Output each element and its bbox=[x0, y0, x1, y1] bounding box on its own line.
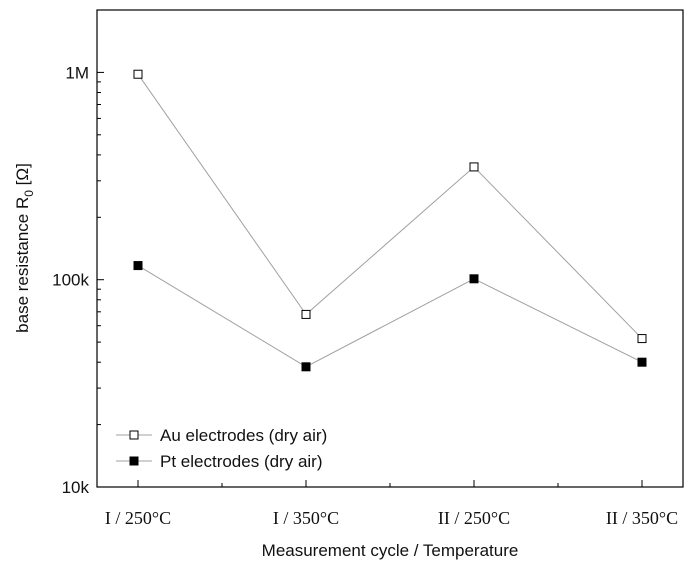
legend-pt-marker bbox=[129, 456, 139, 466]
y-axis-title-subscript: 0 bbox=[22, 190, 36, 197]
data-point-pt bbox=[637, 357, 647, 367]
data-point-au bbox=[133, 69, 143, 79]
data-point-au bbox=[637, 334, 647, 344]
x-tick-label: I / 350°C bbox=[273, 508, 339, 528]
x-tick-label: II / 250°C bbox=[438, 508, 510, 528]
y-axis-ticks: 10k 100k 1M bbox=[52, 9, 104, 497]
y-axis-title: base resistance R0 [Ω] bbox=[13, 163, 36, 333]
data-point-pt bbox=[469, 274, 479, 284]
y-axis-title-unit: [Ω] bbox=[13, 163, 32, 190]
y-tick-label: 1M bbox=[65, 63, 89, 82]
legend: Au electrodes (dry air) Pt electrodes (d… bbox=[116, 426, 327, 471]
data-point-au bbox=[469, 162, 479, 172]
data-point-pt bbox=[301, 362, 311, 372]
y-tick-label: 100k bbox=[52, 271, 89, 290]
legend-pt-label: Pt electrodes (dry air) bbox=[160, 452, 323, 471]
x-tick-label: I / 250°C bbox=[105, 508, 171, 528]
x-axis-ticks: I / 250°C I / 350°C II / 250°C II / 350°C bbox=[105, 480, 678, 528]
plot-frame bbox=[96, 9, 684, 488]
data-point-au bbox=[301, 309, 311, 319]
series-points bbox=[133, 69, 647, 372]
y-axis-title-main: base resistance R bbox=[13, 197, 32, 333]
y-tick-label: 10k bbox=[62, 478, 90, 497]
legend-au-label: Au electrodes (dry air) bbox=[160, 426, 327, 445]
series-lines bbox=[137, 73, 643, 368]
series-line-au bbox=[137, 73, 643, 339]
x-axis-title: Measurement cycle / Temperature bbox=[262, 541, 519, 560]
x-tick-label: II / 350°C bbox=[606, 508, 678, 528]
legend-au-marker bbox=[129, 430, 139, 440]
series-line-pt bbox=[137, 265, 643, 368]
data-point-pt bbox=[133, 261, 143, 271]
